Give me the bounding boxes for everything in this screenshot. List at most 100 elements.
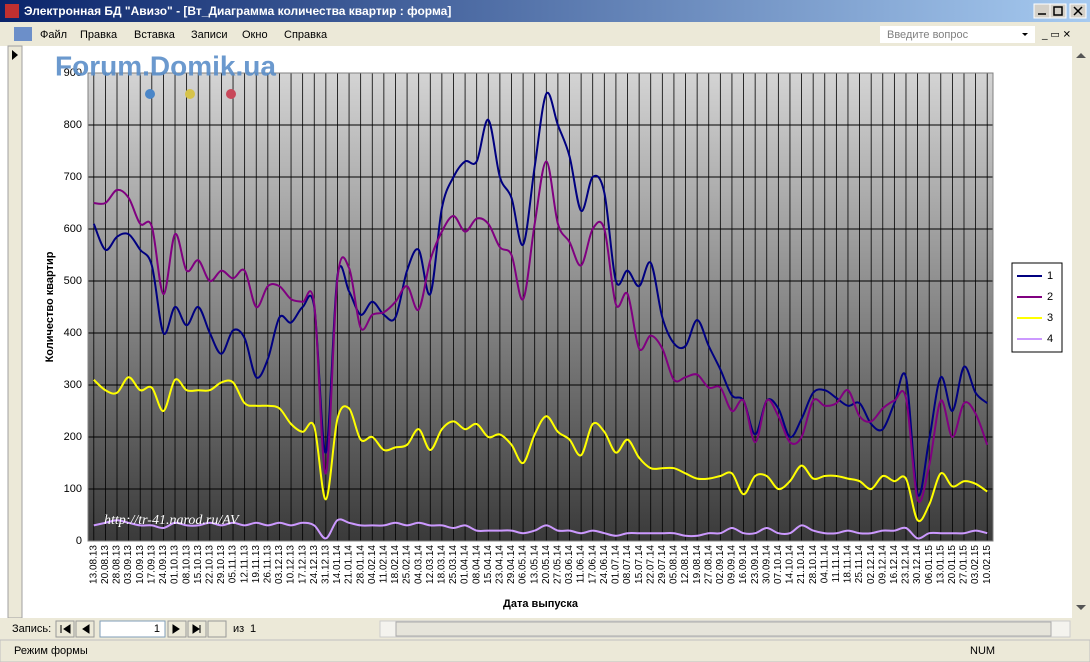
x-tick-label: 11.02.14 — [379, 545, 390, 584]
y-tick-label: 400 — [64, 327, 82, 339]
x-tick-label: 13.08.13 — [88, 545, 99, 584]
x-tick-label: 06.05.14 — [518, 545, 529, 584]
chart: 13.08.13 20.08.13 28.08.13 03.09.13 10.09.13… — [44, 67, 1063, 610]
x-tick-label: 03.02.15 — [970, 545, 981, 584]
legend-label: 1 — [1047, 270, 1053, 282]
status-bar — [0, 639, 1090, 662]
status-mode: Режим формы — [14, 645, 88, 657]
x-tick-label: 03.06.14 — [564, 545, 575, 584]
record-selector[interactable] — [7, 45, 23, 619]
x-tick-label: 17.09.13 — [146, 545, 157, 584]
y-tick-label: 500 — [64, 275, 82, 287]
vertical-scrollbar[interactable] — [1072, 46, 1090, 618]
x-tick-label: 30.09.14 — [761, 545, 772, 584]
watermark: Forum.Domik.ua — [55, 50, 276, 81]
record-number[interactable]: 1 — [154, 623, 160, 635]
x-tick-label: 04.02.14 — [367, 545, 378, 584]
x-tick-label: 02.12.14 — [866, 545, 877, 584]
scroll-thumb[interactable] — [395, 621, 1052, 637]
x-tick-label: 20.01.15 — [947, 545, 958, 584]
x-tick-label: 20.08.13 — [100, 545, 111, 584]
menu-item[interactable]: Файл — [40, 29, 67, 41]
x-tick-label: 30.12.14 — [912, 545, 923, 584]
x-tick-label: 28.01.14 — [355, 545, 366, 584]
x-tick-label: 27.05.14 — [553, 545, 564, 584]
plot-area — [88, 73, 993, 541]
legend-label: 3 — [1047, 312, 1053, 324]
x-tick-label: 27.08.14 — [703, 545, 714, 584]
x-tick-label: 31.12.13 — [320, 545, 331, 584]
x-tick-label: 10.12.13 — [286, 545, 297, 584]
x-tick-label: 16.09.14 — [738, 545, 749, 584]
x-tick-label: 23.09.14 — [750, 545, 761, 584]
x-tick-label: 13.05.14 — [529, 545, 540, 584]
x-tick-label: 08.07.14 — [622, 545, 633, 584]
legend-label: 4 — [1047, 333, 1053, 345]
x-tick-label: 06.01.15 — [924, 545, 935, 584]
help-placeholder[interactable]: Введите вопрос — [887, 29, 969, 41]
menu-item[interactable]: Вставка — [134, 29, 176, 41]
x-tick-label: 01.10.13 — [170, 545, 181, 584]
x-tick-label: 08.04.14 — [471, 545, 482, 584]
menu-item[interactable]: Записи — [191, 29, 228, 41]
app-icon — [5, 4, 19, 18]
y-tick-label: 900 — [64, 67, 82, 79]
x-tick-label: 25.03.14 — [448, 545, 459, 584]
menu-item[interactable]: Справка — [284, 29, 328, 41]
x-tick-label: 24.12.13 — [309, 545, 320, 584]
x-tick-label: 27.01.15 — [959, 545, 970, 584]
record-number-box[interactable] — [99, 620, 166, 638]
menu-item[interactable]: Окно — [242, 29, 268, 41]
x-tick-label: 28.10.14 — [808, 545, 819, 584]
window-control[interactable]: _ ▭ ✕ — [1041, 30, 1071, 41]
y-tick-label: 100 — [64, 483, 82, 495]
x-tick-label: 25.11.14 — [854, 545, 865, 584]
x-tick-label: 12.08.14 — [680, 545, 691, 584]
menu-item[interactable]: Правка — [80, 29, 118, 41]
status-indicator: NUM — [970, 645, 995, 657]
x-tick-label: 05.11.13 — [228, 545, 239, 584]
x-tick-label: 26.11.13 — [262, 545, 273, 584]
x-tick-label: 02.09.14 — [715, 545, 726, 584]
watermark-url: http://tr-41.narod.ru/AV — [104, 513, 240, 528]
maximize-button[interactable] — [1049, 3, 1067, 19]
x-tick-label: 03.12.13 — [274, 545, 285, 584]
y-tick-label: 300 — [64, 379, 82, 391]
new-record-button[interactable] — [207, 620, 227, 638]
x-tick-label: 14.10.14 — [785, 545, 796, 584]
x-tick-label: 10.02.15 — [982, 545, 993, 584]
title-bar — [0, 0, 1090, 22]
x-tick-label: 28.08.13 — [112, 545, 123, 584]
x-axis-title: Дата выпуска — [503, 598, 579, 610]
x-tick-label: 29.07.14 — [657, 545, 668, 584]
x-tick-label: 15.04.14 — [483, 545, 494, 584]
series-line — [93, 518, 988, 540]
minimize-button[interactable] — [1033, 3, 1051, 19]
x-tick-label: 10.09.13 — [135, 545, 146, 584]
x-tick-label: 24.06.14 — [599, 545, 610, 584]
x-tick-label: 18.11.14 — [843, 545, 854, 584]
x-tick-label: 25.02.14 — [402, 545, 413, 584]
y-tick-label: 0 — [76, 535, 82, 547]
y-tick-label: 800 — [64, 119, 82, 131]
x-tick-label: 18.03.14 — [437, 545, 448, 584]
window-title: Электронная БД "Авизо" - [Вт_Диаграмма к… — [24, 4, 451, 18]
x-tick-label: 13.01.15 — [935, 545, 946, 584]
x-tick-label: 23.04.14 — [495, 545, 506, 584]
x-tick-label: 11.11.14 — [831, 545, 842, 583]
x-tick-label: 12.11.13 — [239, 545, 250, 584]
legend — [1011, 262, 1063, 353]
x-tick-label: 18.02.14 — [390, 545, 401, 584]
x-tick-label: 08.10.13 — [181, 545, 192, 584]
x-tick-label: 15.10.13 — [193, 545, 204, 584]
x-tick-label: 12.03.14 — [425, 545, 436, 584]
help-box[interactable] — [880, 26, 1035, 43]
record-of-label: из — [233, 623, 244, 635]
x-tick-label: 20.05.14 — [541, 545, 552, 584]
x-tick-label: 01.04.14 — [460, 545, 471, 584]
x-tick-label: 19.11.13 — [251, 545, 262, 584]
x-tick-label: 22.07.14 — [645, 545, 656, 584]
y-tick-label: 200 — [64, 431, 82, 443]
